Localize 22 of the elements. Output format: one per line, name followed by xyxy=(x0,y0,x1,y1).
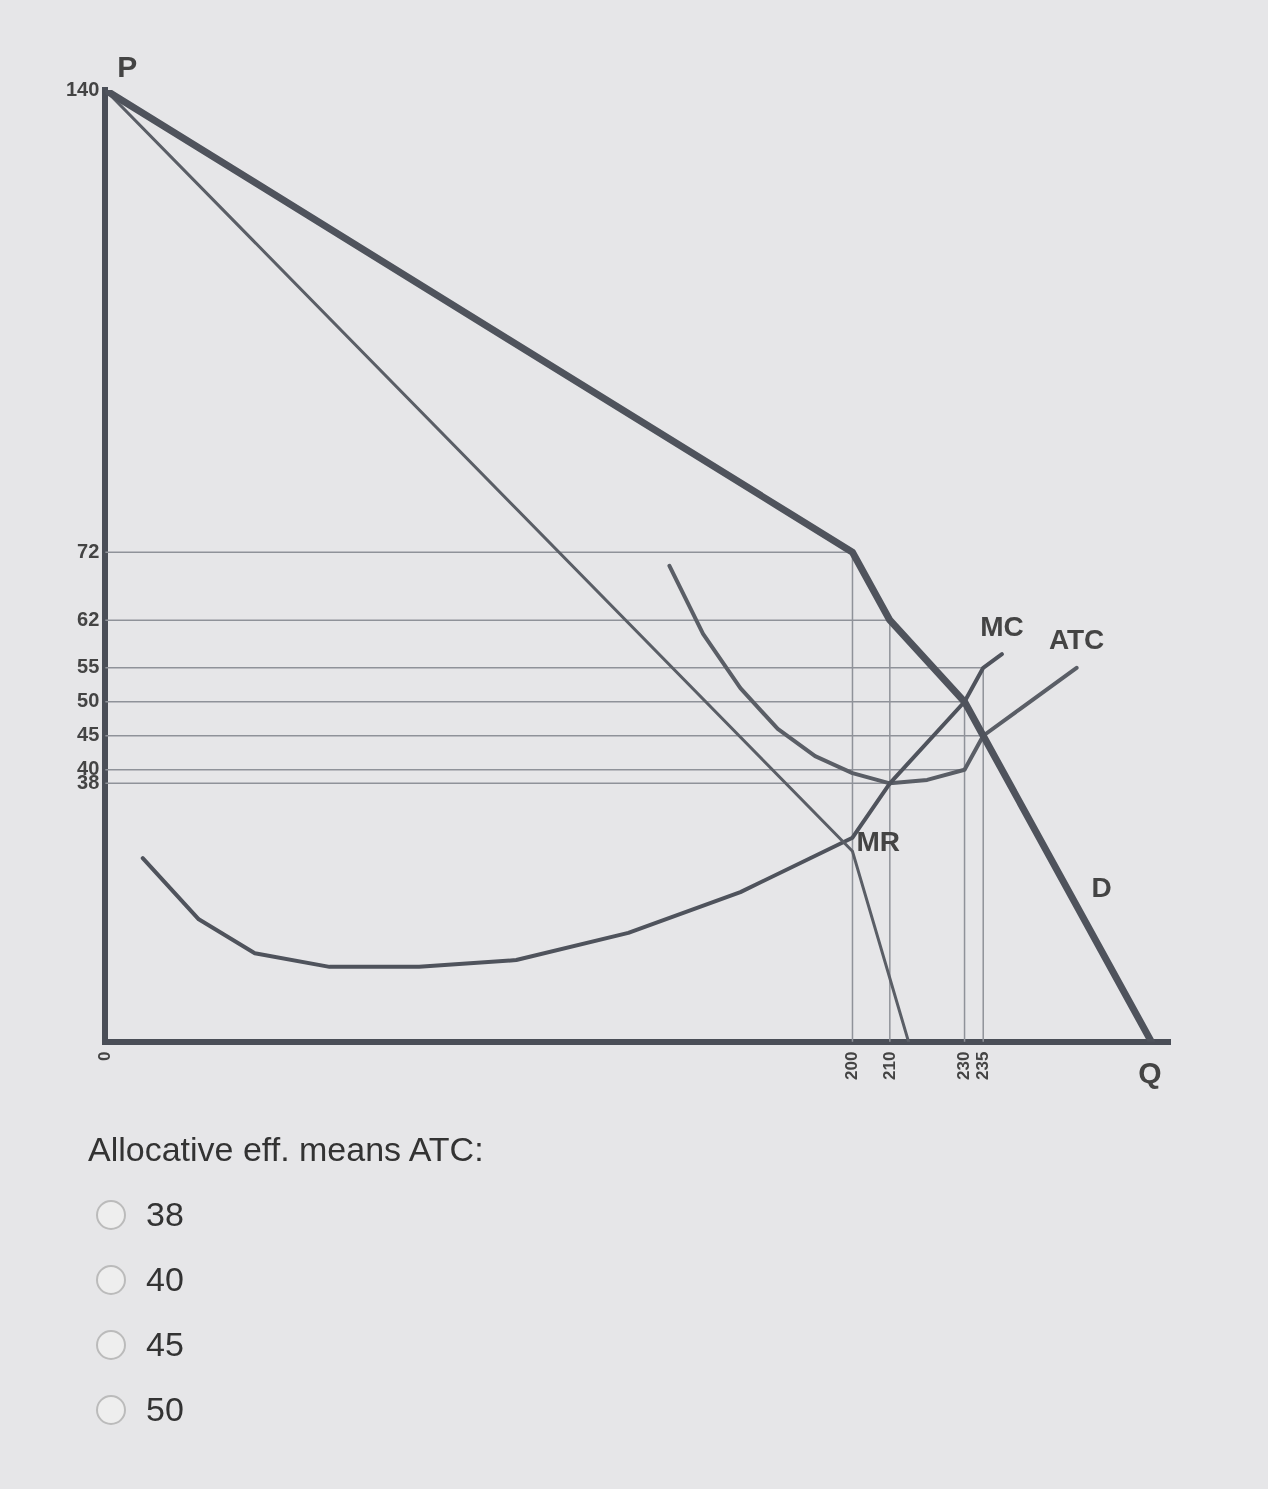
series-label: ATC xyxy=(1048,624,1105,656)
y-tick-label: 50 xyxy=(77,689,100,712)
series-label: MC xyxy=(980,610,1024,642)
x-tick-label: 0 xyxy=(95,1051,115,1062)
series-label: MR xyxy=(856,825,901,857)
y-tick-label: 62 xyxy=(77,607,100,630)
text: 50 xyxy=(146,1390,184,1429)
y-tick-label: 72 xyxy=(77,539,100,562)
text: 40 xyxy=(146,1260,184,1299)
y-axis-title: P xyxy=(117,50,138,84)
x-axis-title: Q xyxy=(1138,1055,1162,1089)
x-tick-label: 200 xyxy=(842,1051,862,1081)
text: Allocative eff. means ATC: xyxy=(88,1130,484,1169)
y-tick-label: 55 xyxy=(77,655,100,678)
text: 38 xyxy=(146,1195,184,1234)
series-label: D xyxy=(1091,872,1112,904)
x-tick-label: 235 xyxy=(972,1051,992,1081)
text: 45 xyxy=(146,1325,184,1364)
y-tick-label: 140 xyxy=(65,77,100,100)
y-tick-label: 45 xyxy=(77,723,100,746)
x-tick-label: 230 xyxy=(954,1051,974,1081)
x-tick-label: 210 xyxy=(879,1051,899,1081)
